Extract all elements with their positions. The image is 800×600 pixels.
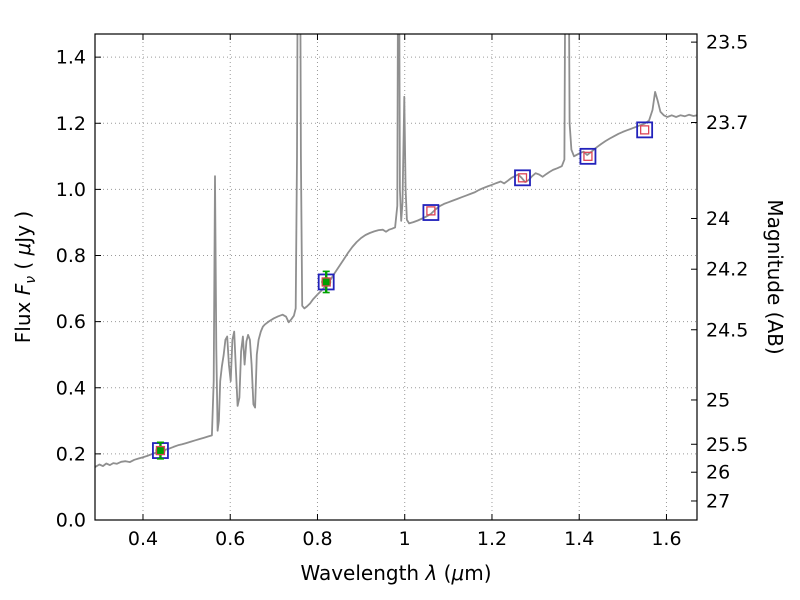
observed-photometry-marker	[640, 125, 650, 135]
x-axis-label-text: Wavelength	[300, 561, 425, 585]
y-axis-label-unit: Jy )	[11, 211, 35, 245]
model-photometry-marker	[422, 204, 440, 221]
y-axis-label-text: Flux	[11, 295, 35, 343]
model-photometry-marker	[579, 147, 597, 165]
y-tick-label: 0.0	[56, 510, 86, 532]
y2-tick-label: 27	[706, 490, 730, 512]
nu-subscript: ν	[23, 276, 39, 284]
x-tick-label: 1	[399, 528, 411, 550]
y2-tick-label: 24	[706, 208, 730, 230]
y-tick-label: 0.6	[56, 311, 86, 333]
observed-photometry-marker	[426, 206, 436, 216]
y2-tick-label: 23.7	[706, 112, 748, 134]
y-tick-label: 1.2	[56, 113, 86, 135]
y2-tick-label: 25	[706, 389, 730, 411]
y-tick-label: 0.2	[56, 443, 86, 465]
detected-flux-marker	[321, 276, 332, 287]
y-tick-label: 1.4	[56, 47, 86, 69]
detected-flux-marker	[155, 445, 166, 456]
observed-photometry-marker	[321, 277, 331, 287]
y-tick-label: 0.4	[56, 377, 86, 399]
model-photometry-marker	[514, 169, 531, 187]
observed-photometry-marker	[517, 173, 528, 183]
y2-tick-label: 25.5	[706, 434, 748, 456]
y-tick-label: 0.8	[56, 245, 86, 267]
model-spectrum	[95, 34, 697, 468]
lambda-symbol: λ	[424, 561, 437, 585]
x-axis-label: Wavelength λ (μm)	[300, 561, 491, 585]
x-tick-label: 0.4	[128, 528, 158, 550]
observed-photometry-marker	[583, 151, 593, 161]
x-tick-label: 1.6	[651, 528, 681, 550]
x-tick-label: 1.2	[477, 528, 507, 550]
mu-symbol: μ	[450, 561, 464, 585]
grid-layer	[95, 34, 697, 521]
flux-symbol: F	[11, 283, 35, 295]
y-axis-label: Flux Fν ( μJy )	[11, 211, 39, 343]
axes-box	[94, 33, 698, 521]
x-tick-label: 0.6	[215, 528, 245, 550]
x-axis-label-unit: m)	[464, 561, 491, 585]
data-layer	[95, 34, 697, 468]
observed-photometry-marker	[155, 445, 166, 456]
tick-labels-layer: 0.4 0.6 0.8 1 1.2 1.4 1.6 0.0 0.2 0.4 0.6 0.8 1.0 1.2…	[56, 32, 749, 550]
y2-tick-label: 24.5	[706, 319, 748, 341]
y2-tick-label: 23.5	[706, 32, 748, 54]
model-photometry-marker	[636, 121, 654, 139]
x-tick-label: 1.4	[564, 528, 594, 550]
x-axis-label-paren: (	[437, 561, 451, 585]
y2-tick-label: 24.2	[706, 259, 748, 281]
y2-tick-label: 26	[706, 462, 730, 484]
x-tick-label: 0.8	[302, 528, 332, 550]
y2-axis-label: Magnitude (AB)	[763, 199, 787, 354]
y-axis-label-paren: (	[11, 255, 35, 276]
mu-symbol-y: μ	[11, 243, 35, 257]
axes-layer	[94, 33, 698, 521]
y-tick-label: 1.0	[56, 179, 86, 201]
